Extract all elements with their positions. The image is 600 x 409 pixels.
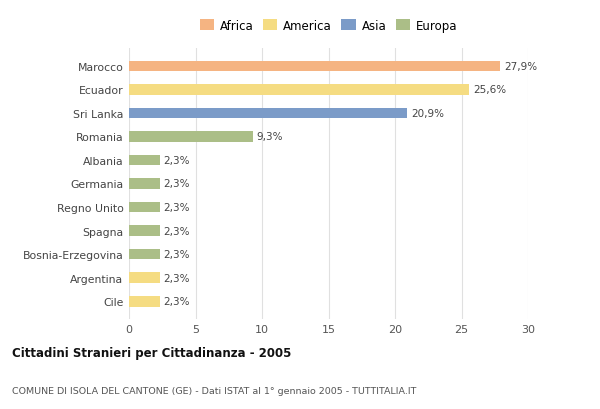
Bar xyxy=(129,202,160,213)
Text: 2,3%: 2,3% xyxy=(164,155,190,166)
Text: 25,6%: 25,6% xyxy=(473,85,506,95)
Text: 2,3%: 2,3% xyxy=(164,273,190,283)
Bar xyxy=(129,249,160,260)
Bar xyxy=(129,108,407,119)
Text: 27,9%: 27,9% xyxy=(504,62,537,72)
Text: 2,3%: 2,3% xyxy=(164,249,190,259)
Legend: Africa, America, Asia, Europa: Africa, America, Asia, Europa xyxy=(197,17,460,35)
Bar xyxy=(129,179,160,189)
Bar xyxy=(129,273,160,283)
Text: COMUNE DI ISOLA DEL CANTONE (GE) - Dati ISTAT al 1° gennaio 2005 - TUTTITALIA.IT: COMUNE DI ISOLA DEL CANTONE (GE) - Dati … xyxy=(12,386,416,395)
Text: 2,3%: 2,3% xyxy=(164,202,190,213)
Bar xyxy=(129,296,160,307)
Bar xyxy=(129,226,160,236)
Text: 9,3%: 9,3% xyxy=(257,132,283,142)
Text: 2,3%: 2,3% xyxy=(164,226,190,236)
Bar xyxy=(129,155,160,166)
Bar xyxy=(129,85,469,95)
Bar xyxy=(129,61,500,72)
Text: 2,3%: 2,3% xyxy=(164,179,190,189)
Bar xyxy=(129,132,253,142)
Text: Cittadini Stranieri per Cittadinanza - 2005: Cittadini Stranieri per Cittadinanza - 2… xyxy=(12,346,292,359)
Text: 2,3%: 2,3% xyxy=(164,297,190,306)
Text: 20,9%: 20,9% xyxy=(411,109,444,119)
